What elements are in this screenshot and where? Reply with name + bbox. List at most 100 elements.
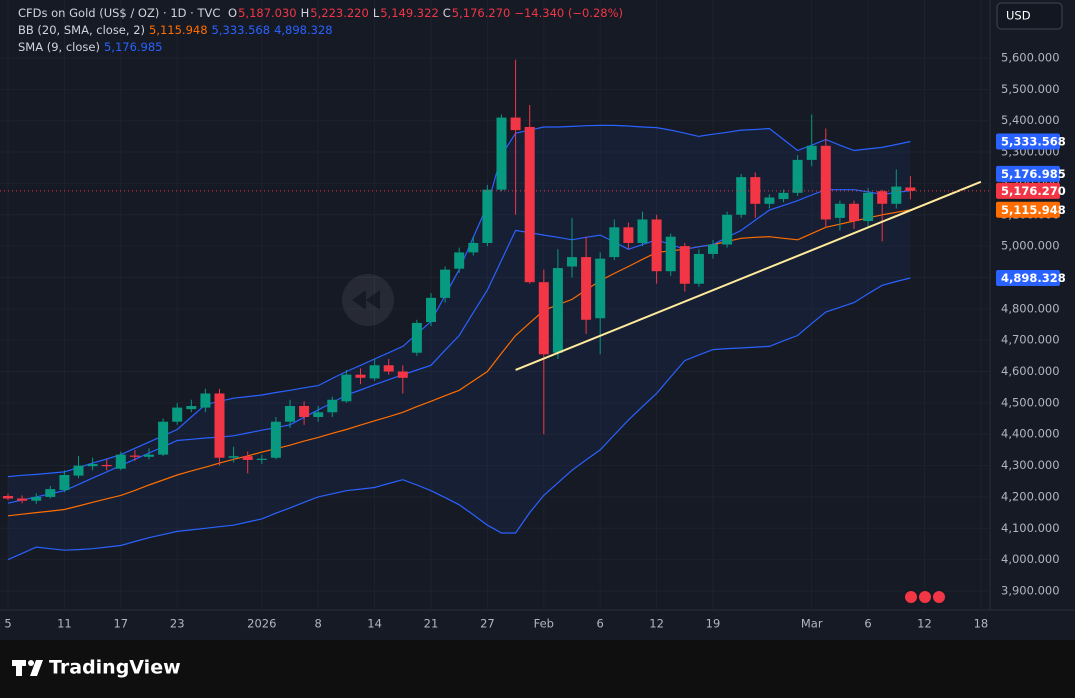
candle-body bbox=[327, 399, 338, 413]
x-tick-label: 18 bbox=[974, 617, 989, 631]
price-tag bbox=[996, 269, 1060, 286]
y-tick-label: 4,100.000 bbox=[1001, 521, 1060, 535]
price-tag-label: 5,176.985 bbox=[1001, 167, 1066, 181]
y-tick-label: 4,200.000 bbox=[1001, 489, 1060, 503]
trend-line bbox=[515, 180, 982, 371]
price-tag bbox=[996, 165, 1060, 182]
candle-body bbox=[144, 454, 154, 457]
candle-body bbox=[313, 412, 324, 417]
y-tick-label: 4,600.000 bbox=[1001, 364, 1060, 378]
x-tick-label: 14 bbox=[367, 617, 382, 631]
x-tick-label: Mar bbox=[801, 617, 823, 631]
currency-button[interactable]: USD bbox=[996, 2, 1063, 30]
watermark-icon bbox=[342, 274, 394, 326]
indicator-name: SMA (9, close) bbox=[18, 40, 100, 54]
price-tag-label: 5,115.948 bbox=[1001, 203, 1066, 217]
ohlc-value: 5,187.030 bbox=[238, 6, 297, 20]
symbol-label: CFDs on Gold (US$ / OZ) · 1D · TVC bbox=[18, 6, 221, 20]
footer-background bbox=[0, 640, 1075, 698]
candle-body bbox=[581, 257, 592, 320]
event-flag[interactable] bbox=[917, 589, 933, 605]
candle-body bbox=[891, 186, 902, 204]
candle-body bbox=[285, 406, 295, 422]
watermark-icon-arrows bbox=[352, 290, 380, 310]
ohlc-value: 5,176.270 bbox=[451, 6, 511, 20]
candle-body bbox=[242, 456, 253, 460]
candle-body bbox=[524, 126, 535, 283]
y-tick-label: 5,600.000 bbox=[1001, 51, 1060, 65]
ohlc-key: O bbox=[228, 6, 238, 20]
candle-body bbox=[482, 189, 493, 243]
x-tick-label: 11 bbox=[57, 617, 72, 631]
x-tick-label: 6 bbox=[597, 617, 604, 631]
watermark bbox=[342, 274, 394, 326]
candle-body bbox=[538, 282, 549, 355]
candle-body bbox=[567, 257, 577, 267]
indicator-line bbox=[7, 277, 911, 561]
candle-body bbox=[411, 322, 422, 353]
brand-logo-mark bbox=[12, 660, 26, 676]
candle-body bbox=[609, 227, 620, 258]
y-tick-label: 4,800.000 bbox=[1001, 301, 1060, 315]
ohlc-key: C bbox=[442, 6, 451, 20]
candle-body bbox=[172, 407, 183, 422]
indicator-line bbox=[7, 209, 911, 517]
y-tick-label: 5,000.000 bbox=[1001, 239, 1060, 253]
candle-body bbox=[736, 177, 747, 215]
candle-body bbox=[115, 454, 126, 469]
legend: CFDs on Gold (US$ / OZ) · 1D · TVC O5,18… bbox=[18, 5, 627, 56]
candle-body bbox=[228, 456, 239, 458]
candle-body bbox=[693, 253, 704, 284]
candle-body bbox=[623, 227, 634, 243]
ohlc-value: 5,149.322 bbox=[380, 6, 439, 20]
x-tick-label: 6 bbox=[864, 617, 871, 631]
y-tick-label: 3,900.000 bbox=[1001, 584, 1060, 598]
candle-body bbox=[849, 203, 859, 222]
brand-logo[interactable]: TradingView bbox=[12, 657, 181, 679]
legend-row: BB (20, SMA, close, 2) 5,115.948 5,333.568… bbox=[18, 22, 627, 39]
indicator-value: 5,176.985 bbox=[103, 40, 163, 54]
y-tick-label: 4,000.000 bbox=[1001, 552, 1060, 566]
currency-button-frame[interactable] bbox=[996, 2, 1063, 30]
indicator-value: 5,333.568 bbox=[211, 23, 271, 37]
x-tick-label: Feb bbox=[534, 617, 554, 631]
brand-name[interactable]: TradingView bbox=[49, 657, 181, 679]
price-tag-label: 5,176.270 bbox=[1001, 184, 1066, 198]
candle-body bbox=[905, 187, 916, 191]
event-flag[interactable] bbox=[903, 589, 919, 605]
y-tick-label: 4,300.000 bbox=[1001, 458, 1060, 472]
brand-logo-mark bbox=[28, 660, 34, 666]
candle-body bbox=[341, 374, 352, 402]
x-tick-label: 8 bbox=[315, 617, 322, 631]
price-tag bbox=[996, 201, 1060, 218]
event-flag[interactable] bbox=[931, 589, 947, 605]
candle-body bbox=[256, 458, 267, 460]
candle-body bbox=[383, 365, 394, 372]
x-tick-label: 12 bbox=[917, 617, 932, 631]
time-axis: 5 11 17 23 2026 8 14 21 27 Feb 6 12 19 Mar 6 12 18 bbox=[4, 617, 988, 631]
y-tick-label: 4,400.000 bbox=[1001, 427, 1060, 441]
candle-body bbox=[200, 393, 211, 408]
candle-body bbox=[637, 219, 648, 243]
candle-body bbox=[59, 474, 70, 491]
brand-logo-mark bbox=[30, 660, 43, 676]
candle-body bbox=[679, 246, 690, 284]
candle-body bbox=[73, 465, 84, 476]
chart-background bbox=[0, 0, 1075, 640]
annotations bbox=[0, 180, 990, 371]
candle-body bbox=[806, 145, 817, 160]
plot-area bbox=[0, 59, 990, 561]
candle-body bbox=[778, 192, 789, 200]
candle-body bbox=[552, 268, 563, 353]
candle-body bbox=[595, 258, 606, 319]
candle-body bbox=[31, 496, 42, 501]
price-tag-label: 4,898.328 bbox=[1001, 271, 1066, 285]
currency-button-label[interactable]: USD bbox=[1006, 9, 1031, 23]
candle-body bbox=[355, 374, 366, 378]
price-tag bbox=[996, 133, 1060, 150]
candle-body bbox=[454, 252, 465, 269]
candle-body bbox=[877, 191, 888, 204]
x-tick-label: 21 bbox=[424, 617, 439, 631]
x-tick-label: 23 bbox=[170, 617, 185, 631]
